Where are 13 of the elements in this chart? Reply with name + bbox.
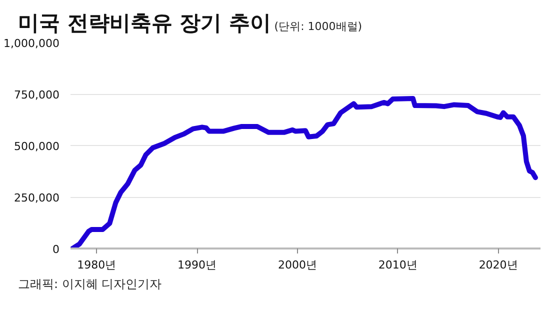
x-tick-label: 1990년 <box>178 258 217 272</box>
y-tick-label: 1,000,000 <box>4 37 60 50</box>
y-tick-label: 250,000 <box>14 192 60 204</box>
x-tick-label: 2020년 <box>478 258 518 272</box>
y-tick-label: 0 <box>52 243 60 256</box>
x-tick-label: 2000년 <box>278 258 317 272</box>
text: 그래픽: 이지혜 디자인기자 <box>18 277 162 291</box>
y-tick-label: 500,000 <box>14 140 60 153</box>
x-tick-label: 2010년 <box>378 258 418 272</box>
chart-subtitle: (단위: 1000배럴) <box>274 20 362 33</box>
chart-title: 미국 전략비축유 장기 추이 <box>18 11 271 35</box>
x-tick-label: 1980년 <box>77 258 116 272</box>
y-tick-label: 750,000 <box>14 88 60 102</box>
